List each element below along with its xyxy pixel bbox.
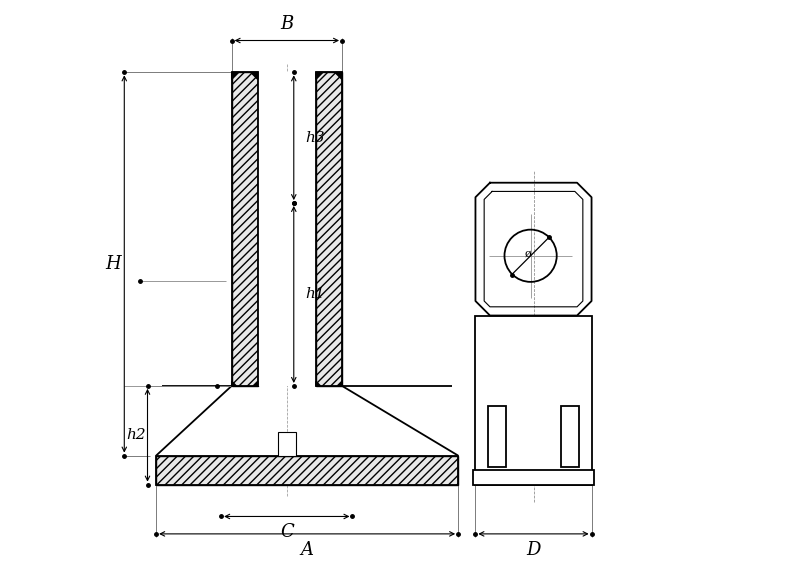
Bar: [258, 73, 316, 386]
Polygon shape: [316, 381, 321, 386]
Text: C: C: [280, 523, 294, 541]
Polygon shape: [253, 381, 258, 386]
Text: B: B: [280, 15, 294, 33]
Bar: [156, 455, 458, 485]
Bar: [473, 470, 594, 485]
Polygon shape: [232, 381, 236, 386]
Text: h2: h2: [126, 428, 146, 442]
Bar: [156, 455, 458, 485]
Text: D: D: [526, 541, 541, 559]
Bar: [316, 73, 342, 386]
Text: h3: h3: [306, 131, 325, 145]
Polygon shape: [316, 73, 323, 79]
Polygon shape: [338, 381, 342, 386]
Bar: [562, 406, 578, 467]
Text: h1: h1: [306, 288, 325, 301]
Polygon shape: [251, 73, 258, 79]
Bar: [316, 73, 342, 386]
Text: H: H: [105, 255, 121, 273]
Polygon shape: [232, 73, 238, 79]
Bar: [232, 73, 258, 386]
Text: ø: ø: [525, 248, 531, 258]
Text: A: A: [301, 541, 314, 559]
Polygon shape: [335, 73, 342, 79]
Bar: [488, 406, 506, 467]
Bar: [475, 315, 591, 485]
Bar: [278, 432, 296, 455]
Bar: [232, 73, 258, 386]
